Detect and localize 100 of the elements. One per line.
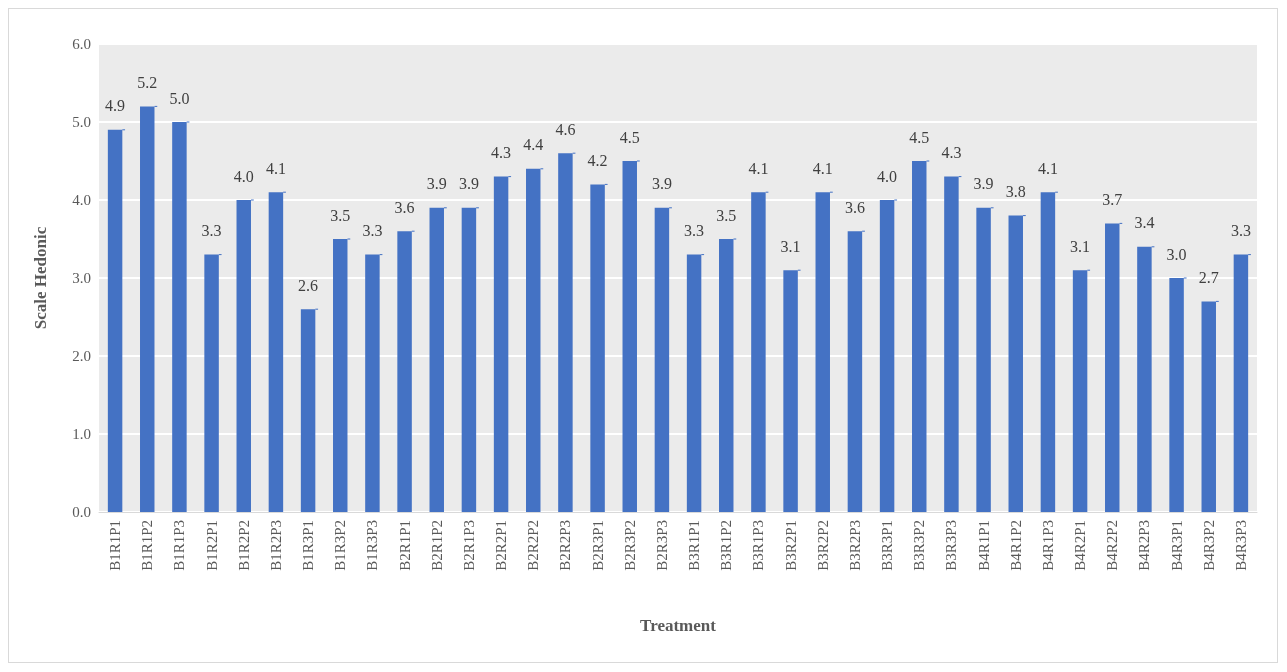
data-label: 4.3 xyxy=(941,144,962,162)
x-tick-label: B3R2P2 xyxy=(814,520,831,571)
x-tick-label: B2R1P3 xyxy=(460,520,477,571)
bar xyxy=(1008,215,1023,512)
bar xyxy=(172,122,187,512)
data-label: 4.0 xyxy=(233,167,254,185)
x-tick-label: B1R3P1 xyxy=(300,520,317,571)
bar xyxy=(236,200,251,512)
y-tick-label: 2.0 xyxy=(72,348,91,364)
x-tick-label: B2R2P1 xyxy=(493,520,510,571)
x-tick-label: B3R3P2 xyxy=(911,520,928,571)
bar xyxy=(526,168,541,512)
bar xyxy=(1169,278,1184,512)
data-label: 4.0 xyxy=(877,167,898,185)
data-label: 4.6 xyxy=(555,120,576,138)
bar xyxy=(268,192,284,512)
y-tick-label: 0.0 xyxy=(72,504,91,520)
data-label: 3.0 xyxy=(1166,245,1187,263)
bar xyxy=(1233,254,1249,512)
bar xyxy=(1072,270,1088,512)
y-tick-label: 4.0 xyxy=(72,192,91,208)
bar xyxy=(686,254,702,512)
data-label: 3.4 xyxy=(1134,214,1155,232)
data-label: 4.3 xyxy=(491,144,512,162)
data-label: 3.3 xyxy=(684,222,705,240)
x-tick-label: B1R1P1 xyxy=(107,520,124,571)
bar xyxy=(1137,246,1152,512)
x-tick-label: B4R3P1 xyxy=(1168,520,1185,571)
data-label: 2.7 xyxy=(1198,268,1219,286)
data-label: 3.6 xyxy=(394,198,415,216)
bar xyxy=(622,161,637,512)
x-tick-label: B1R1P2 xyxy=(139,520,156,571)
x-tick-label: B2R2P3 xyxy=(557,520,574,571)
x-tick-label: B2R2P2 xyxy=(525,520,542,571)
x-tick-label: B2R3P3 xyxy=(653,520,670,571)
y-tick-label: 6.0 xyxy=(72,36,91,52)
x-tick-label: B1R3P2 xyxy=(332,520,349,571)
x-tick-label: B4R2P1 xyxy=(1072,520,1089,571)
bar xyxy=(944,176,959,512)
x-tick-label: B4R3P2 xyxy=(1200,520,1217,571)
data-label: 4.5 xyxy=(619,128,640,146)
bar xyxy=(365,254,380,512)
data-label: 4.1 xyxy=(265,159,286,177)
bar xyxy=(654,207,670,512)
data-label: 3.9 xyxy=(426,175,447,193)
y-tick-label: 5.0 xyxy=(72,114,91,130)
x-tick-label: B2R3P2 xyxy=(621,520,638,571)
data-label: 5.2 xyxy=(137,73,158,91)
data-label: 3.7 xyxy=(1102,190,1123,208)
bar xyxy=(719,239,734,512)
bar xyxy=(300,309,316,512)
bar xyxy=(493,176,509,512)
bar xyxy=(879,200,895,512)
data-label: 4.1 xyxy=(1037,159,1058,177)
data-label: 5.0 xyxy=(169,89,190,107)
bar xyxy=(107,129,123,512)
x-tick-label: B3R1P3 xyxy=(750,520,767,571)
x-tick-label: B4R1P1 xyxy=(975,520,992,571)
data-label: 3.1 xyxy=(780,237,801,255)
bar xyxy=(1201,301,1216,512)
data-label: 3.5 xyxy=(330,206,351,224)
data-label: 3.9 xyxy=(973,175,994,193)
bar xyxy=(397,231,412,512)
data-label: 2.6 xyxy=(298,276,319,294)
x-tick-label: B3R3P1 xyxy=(879,520,896,571)
x-tick-label: B3R2P3 xyxy=(846,520,863,571)
bar xyxy=(1040,192,1056,512)
x-tick-label: B1R3P3 xyxy=(364,520,381,571)
bar xyxy=(751,192,766,512)
data-label: 4.1 xyxy=(748,159,769,177)
x-tick-label: B4R2P2 xyxy=(1104,520,1121,571)
x-tick-label: B4R1P2 xyxy=(1007,520,1024,571)
bar xyxy=(976,207,991,512)
data-label: 4.2 xyxy=(587,151,608,169)
bar xyxy=(558,153,573,512)
x-axis-title: Treatment xyxy=(640,616,717,635)
bar xyxy=(783,270,798,512)
bar xyxy=(847,231,863,512)
bar xyxy=(461,207,477,512)
bar xyxy=(204,254,219,512)
y-axis-title: Scale Hedonic xyxy=(31,226,50,330)
data-label: 4.5 xyxy=(909,128,930,146)
x-tick-label: B3R1P2 xyxy=(718,520,735,571)
bar xyxy=(1105,223,1120,512)
data-label: 3.3 xyxy=(362,222,383,240)
bar xyxy=(429,207,444,512)
data-label: 3.9 xyxy=(458,175,479,193)
bar xyxy=(815,192,830,512)
x-tick-label: B4R1P3 xyxy=(1039,520,1056,571)
data-label: 3.3 xyxy=(1230,222,1251,240)
data-label: 3.8 xyxy=(1005,183,1026,201)
y-tick-label: 3.0 xyxy=(72,270,91,286)
x-tick-label: B3R2P1 xyxy=(782,520,799,571)
x-tick-label: B1R2P3 xyxy=(267,520,284,571)
x-tick-label: B4R2P3 xyxy=(1136,520,1153,571)
data-label: 3.3 xyxy=(201,222,222,240)
data-label: 3.6 xyxy=(844,198,865,216)
x-tick-label: B2R3P1 xyxy=(589,520,606,571)
y-tick-label: 1.0 xyxy=(72,426,91,442)
x-tick-label: B1R1P3 xyxy=(171,520,188,571)
